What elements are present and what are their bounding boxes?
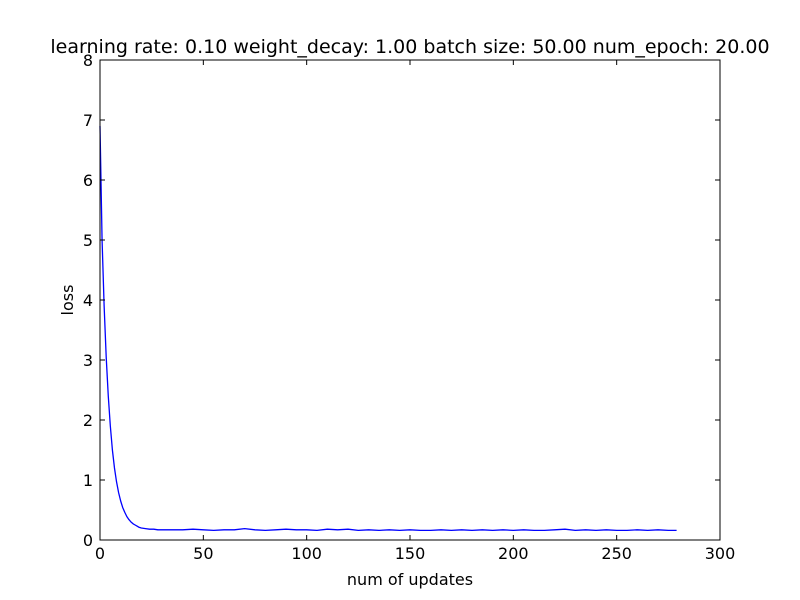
y-axis-title: loss [58,285,77,316]
y-tick-label: 4 [83,291,93,310]
y-tick-label: 7 [83,111,93,130]
x-tick-label: 100 [291,544,322,563]
y-tick-label: 5 [83,231,93,250]
x-tick-label: 50 [193,544,213,563]
x-tick-label: 200 [498,544,529,563]
x-tick-label: 250 [601,544,632,563]
series-layer [99,125,677,532]
y-tick-label: 2 [83,411,93,430]
x-tick-label: 0 [95,544,105,563]
y-tick-label: 6 [83,171,93,190]
x-tick-label: 150 [395,544,426,563]
y-tick-label: 1 [83,471,93,490]
y-tick-label: 3 [83,351,93,370]
x-tick-label: 300 [705,544,736,563]
plot-frame [99,59,721,541]
loss-series-line [99,125,677,532]
chart-title: learning rate: 0.10 weight_decay: 1.00 b… [50,36,769,58]
y-tick-label: 8 [83,51,93,70]
y-tick-label: 0 [83,531,93,550]
x-axis-title: num of updates [347,570,473,589]
